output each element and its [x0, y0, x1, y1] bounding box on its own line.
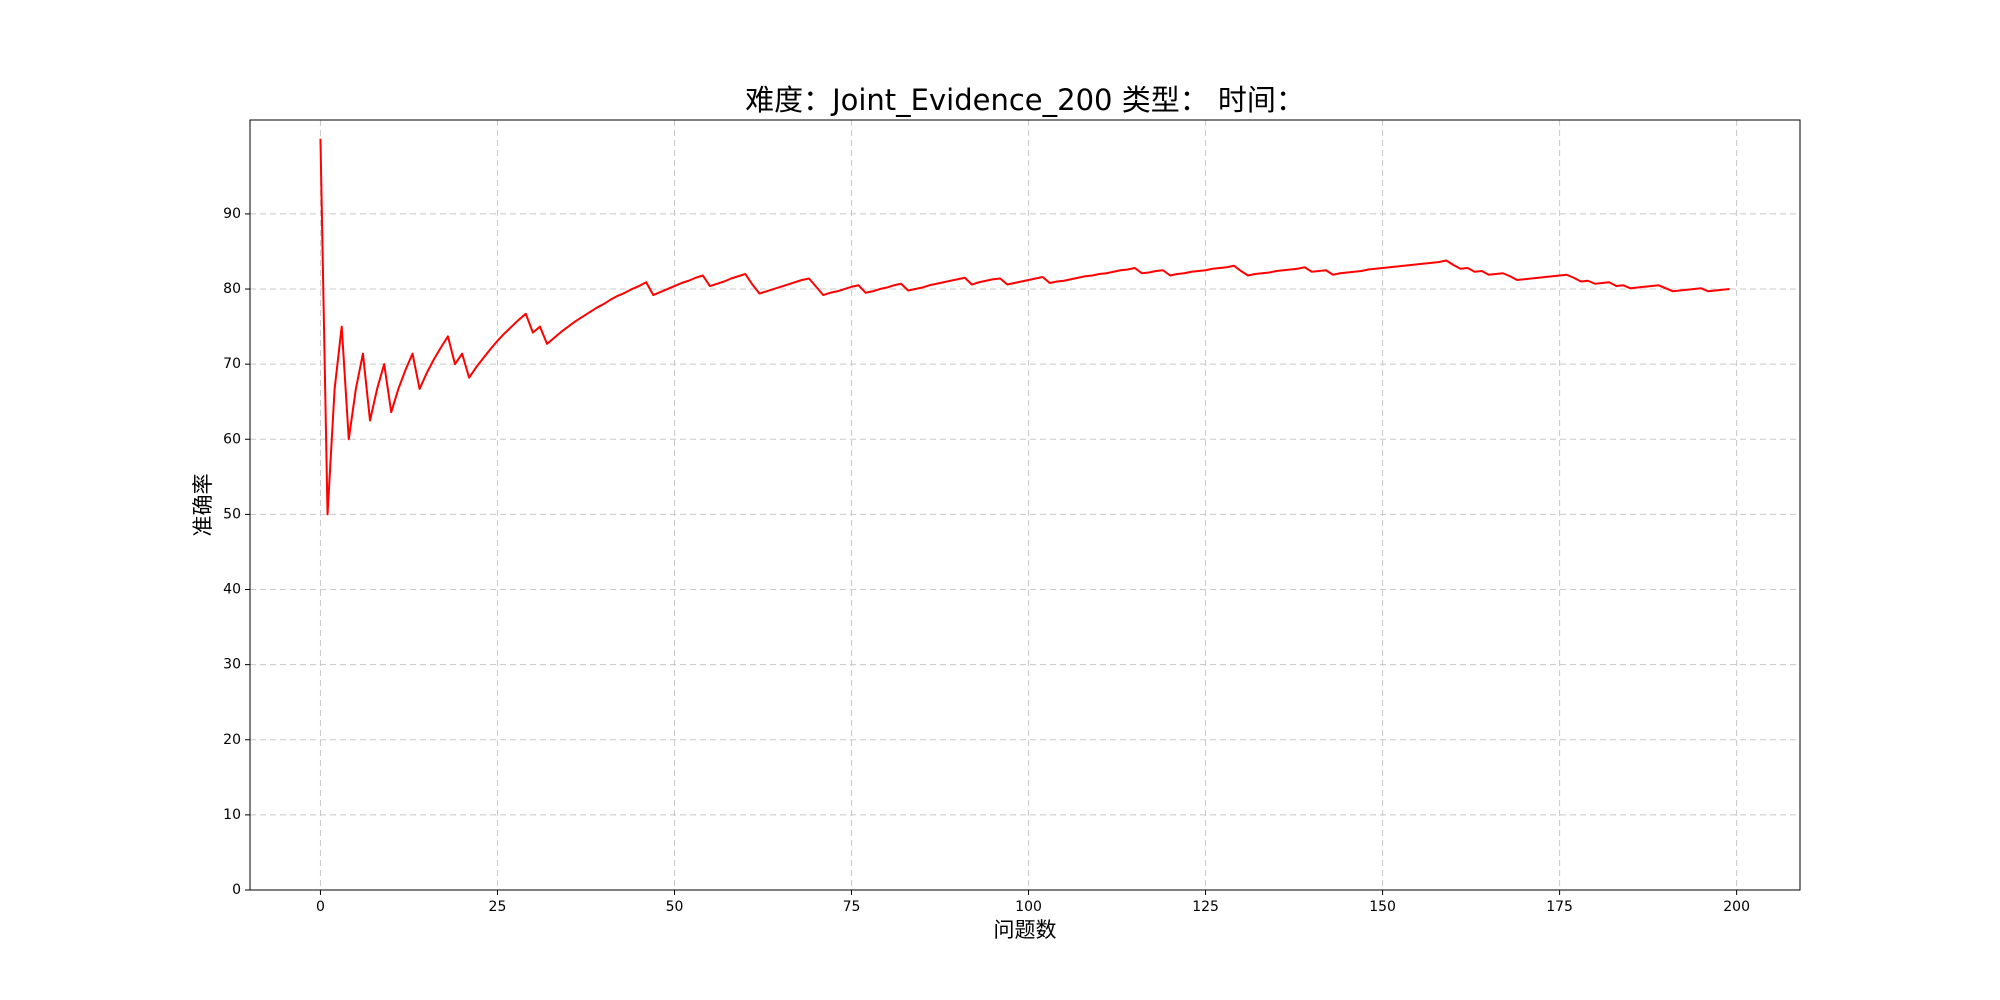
y-tick-label: 80	[223, 281, 241, 297]
x-tick-label: 0	[316, 899, 325, 915]
y-tick-label: 20	[223, 732, 241, 748]
x-tick-label: 50	[666, 899, 684, 915]
x-tick-label: 175	[1546, 899, 1573, 915]
plot-frame	[249, 119, 1801, 891]
x-tick-label: 200	[1723, 899, 1750, 915]
y-tick-label: 40	[223, 582, 241, 598]
y-tick-label: 0	[232, 882, 241, 898]
x-tick-label: 125	[1192, 899, 1219, 915]
y-tick-label: 60	[223, 431, 241, 447]
x-tick-label: 150	[1369, 899, 1396, 915]
y-tick-label: 50	[223, 506, 241, 522]
y-tick-label: 70	[223, 356, 241, 372]
data-line	[319, 138, 1730, 516]
y-axis-label: 准确率	[191, 474, 215, 537]
y-tick-label: 30	[223, 657, 241, 673]
y-tick-label: 10	[223, 807, 241, 823]
y-tick-label: 90	[223, 206, 241, 222]
x-tick-label: 25	[489, 899, 507, 915]
x-tick-label: 100	[1015, 899, 1042, 915]
chart-title: 难度：Joint_Evidence_200 类型： 时间：	[745, 83, 1305, 117]
x-axis-label: 问题数	[994, 918, 1057, 942]
x-tick-label: 75	[843, 899, 861, 915]
